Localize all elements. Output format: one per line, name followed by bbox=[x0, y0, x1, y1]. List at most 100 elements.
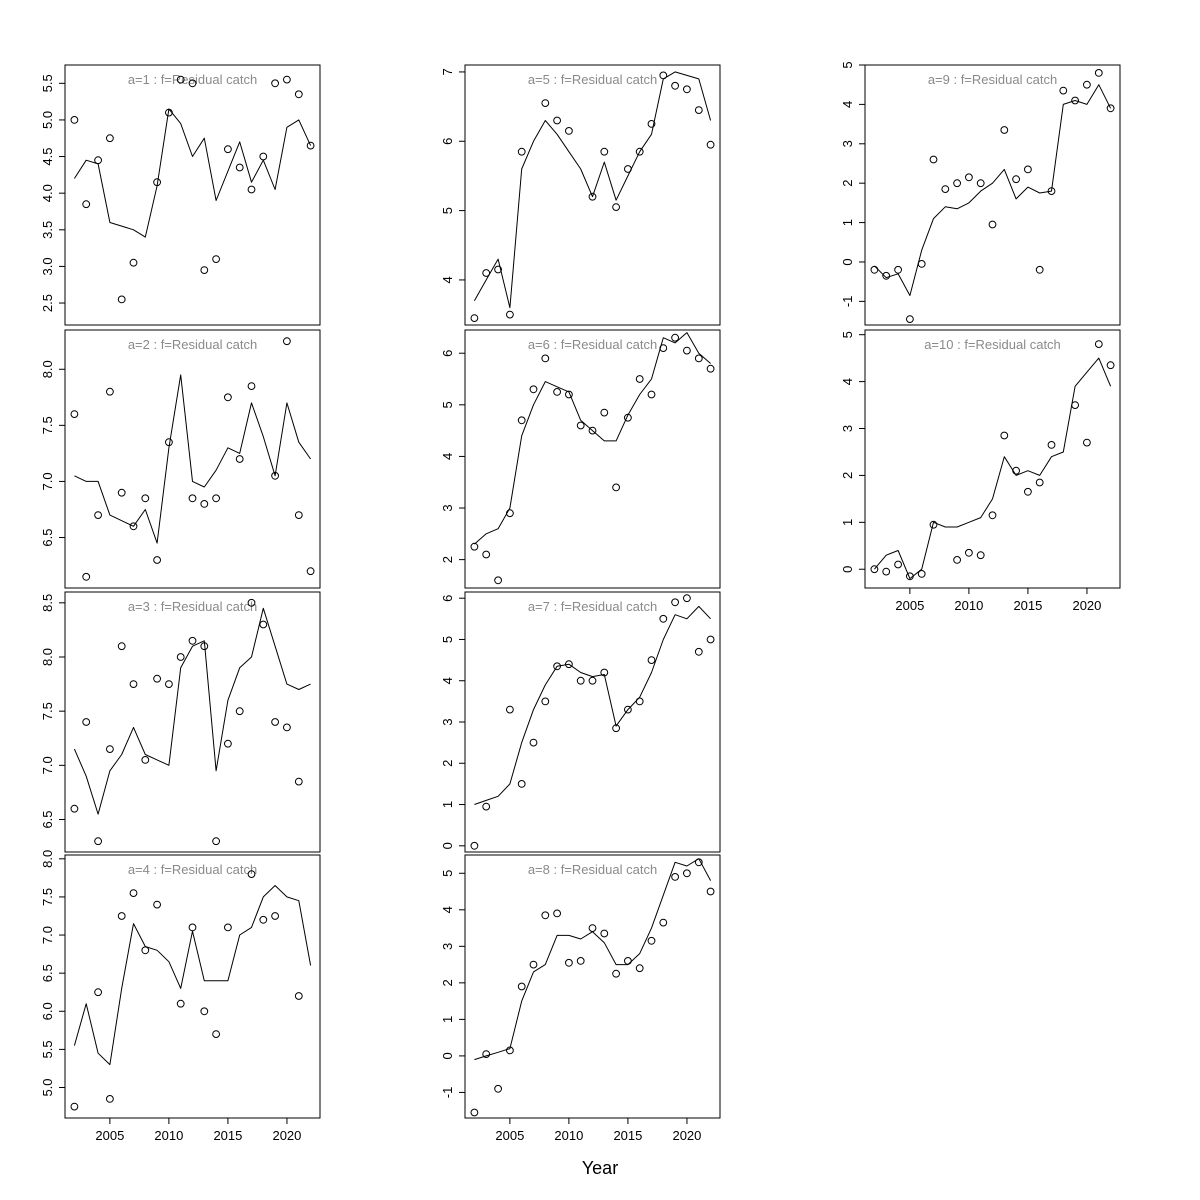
data-point bbox=[188, 79, 197, 88]
data-point bbox=[588, 924, 597, 932]
data-point bbox=[235, 163, 244, 172]
data-point bbox=[1083, 438, 1091, 447]
data-point bbox=[1000, 431, 1009, 440]
data-point bbox=[870, 265, 879, 274]
x-axis-title: Year bbox=[581, 1158, 619, 1178]
data-point bbox=[1035, 478, 1044, 487]
data-point bbox=[694, 858, 703, 867]
panel-title: a=7 : f=Residual catch bbox=[528, 599, 657, 614]
y-tick-label: 6 bbox=[440, 350, 455, 357]
y-tick-label: 2.5 bbox=[40, 294, 55, 312]
y-tick-label: 3 bbox=[440, 943, 455, 950]
data-point bbox=[212, 1030, 221, 1038]
data-point bbox=[141, 494, 150, 503]
panel-a1: a=1 : f=Residual catch2.53.03.54.04.55.0… bbox=[40, 64, 321, 326]
y-tick-label: 1 bbox=[840, 219, 855, 226]
data-point bbox=[588, 192, 597, 201]
data-point bbox=[188, 923, 197, 932]
data-point bbox=[294, 992, 303, 1000]
data-point bbox=[506, 310, 514, 319]
data-point bbox=[294, 511, 303, 519]
panel-a7: a=7 : f=Residual catch 0 1 2 3 4 5 6 bbox=[440, 591, 721, 853]
panel-border bbox=[64, 329, 321, 589]
y-tick-label: -1 bbox=[840, 296, 855, 308]
data-point bbox=[906, 315, 914, 324]
y-tick-label: 4 bbox=[440, 906, 455, 913]
data-point bbox=[553, 662, 561, 671]
data-point bbox=[212, 494, 221, 503]
data-point bbox=[259, 152, 268, 161]
data-point bbox=[612, 969, 620, 978]
y-tick-label: 2 bbox=[840, 472, 855, 479]
data-point bbox=[553, 388, 561, 396]
data-point bbox=[153, 674, 162, 683]
panel-a9: a=9 : f=Residual catch -1 0 1 2 3 4 5 bbox=[840, 61, 1121, 326]
data-point bbox=[200, 642, 209, 651]
data-point bbox=[212, 255, 221, 264]
data-point bbox=[624, 957, 632, 965]
data-point bbox=[906, 572, 914, 581]
fit-line bbox=[473, 71, 712, 309]
x-tick-label: 2015 bbox=[613, 1128, 642, 1143]
data-point bbox=[1106, 104, 1115, 113]
panel-a6: a=6 : f=Residual catch 2 3 4 5 6 bbox=[440, 329, 721, 589]
y-tick-label: 2 bbox=[440, 979, 455, 986]
y-tick-label: 4.0 bbox=[40, 184, 55, 202]
data-point bbox=[1012, 466, 1020, 475]
data-point bbox=[635, 375, 644, 383]
y-tick-label: 4 bbox=[840, 101, 855, 108]
data-point bbox=[529, 738, 538, 747]
data-point bbox=[976, 179, 985, 188]
data-point bbox=[671, 333, 679, 342]
data-point bbox=[659, 918, 668, 927]
panel-border bbox=[464, 329, 721, 589]
data-point bbox=[635, 147, 644, 156]
data-point bbox=[117, 295, 126, 304]
y-tick-label: 8.0 bbox=[40, 850, 55, 868]
data-point bbox=[671, 873, 679, 881]
data-point bbox=[506, 1046, 514, 1055]
fit-line bbox=[474, 858, 712, 1061]
y-tick-label: 0 bbox=[440, 1052, 455, 1059]
data-point bbox=[953, 179, 961, 188]
panel-border bbox=[864, 64, 1121, 326]
y-tick-label: 6 bbox=[440, 595, 455, 602]
data-point bbox=[624, 705, 632, 714]
data-point bbox=[306, 141, 315, 150]
panel-border bbox=[464, 854, 721, 1119]
data-point bbox=[294, 777, 303, 786]
y-tick-label: 0 bbox=[840, 566, 855, 573]
data-point bbox=[988, 511, 997, 520]
y-tick-label: 7.5 bbox=[40, 416, 55, 434]
y-tick-label: 4 bbox=[840, 378, 855, 385]
data-point bbox=[576, 421, 585, 430]
panel-title: a=3 : f=Residual catch bbox=[128, 599, 257, 614]
data-point bbox=[283, 75, 291, 84]
data-point bbox=[635, 964, 644, 973]
x-tick-label: 2005 bbox=[495, 1128, 524, 1143]
x-tick-label: 2020 bbox=[1072, 598, 1101, 613]
y-tick-label: 7.0 bbox=[40, 756, 55, 774]
panel-title: a=9 : f=Residual catch bbox=[928, 72, 1057, 87]
y-tick-label: 5 bbox=[440, 207, 455, 214]
data-point bbox=[200, 500, 209, 508]
data-point bbox=[129, 258, 138, 267]
data-point bbox=[1024, 487, 1032, 496]
y-tick-label: 6 bbox=[440, 138, 455, 145]
data-point bbox=[94, 837, 102, 846]
data-point bbox=[517, 982, 526, 991]
data-point bbox=[541, 99, 550, 107]
data-point bbox=[706, 887, 715, 896]
fit-line bbox=[474, 332, 711, 545]
data-point bbox=[941, 185, 950, 194]
data-point bbox=[600, 147, 609, 156]
data-point bbox=[683, 346, 691, 355]
data-point bbox=[224, 145, 232, 154]
panel-title: a=8 : f=Residual catch bbox=[528, 862, 657, 877]
data-point bbox=[94, 511, 102, 519]
data-point bbox=[188, 494, 197, 503]
data-point bbox=[882, 567, 891, 576]
data-point bbox=[600, 929, 609, 938]
data-point bbox=[235, 455, 244, 463]
